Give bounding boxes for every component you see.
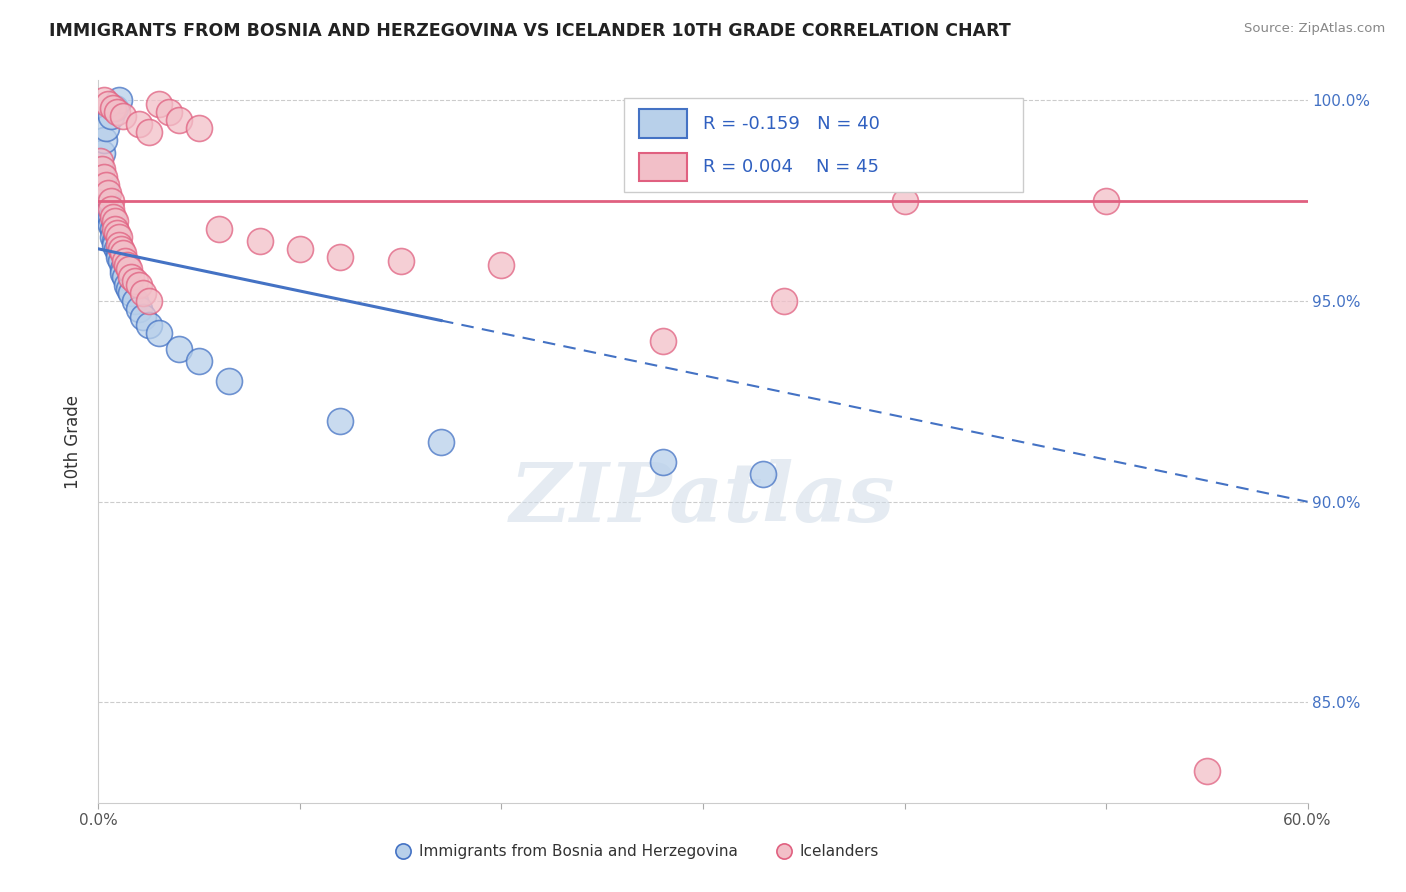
- Point: [651, 455, 673, 469]
- Point: [91, 174, 114, 188]
- Point: [752, 467, 775, 481]
- FancyBboxPatch shape: [638, 109, 688, 138]
- Point: [138, 294, 160, 309]
- Point: [103, 101, 125, 115]
- Point: [96, 121, 118, 136]
- Point: [100, 210, 122, 224]
- Point: [101, 210, 124, 224]
- Point: [93, 93, 115, 107]
- Point: [100, 194, 122, 208]
- Point: [1195, 764, 1218, 778]
- Point: [89, 153, 111, 168]
- Point: [430, 434, 453, 449]
- Point: [491, 258, 513, 272]
- Point: [120, 286, 142, 301]
- Point: [167, 343, 190, 357]
- FancyBboxPatch shape: [638, 153, 688, 181]
- Point: [105, 105, 128, 120]
- Point: [97, 97, 120, 112]
- Point: [157, 105, 180, 120]
- Point: [128, 117, 150, 131]
- Point: [132, 286, 155, 301]
- Point: [97, 186, 120, 200]
- Point: [1095, 194, 1118, 208]
- Point: [110, 254, 132, 268]
- Point: [132, 310, 155, 325]
- Point: [118, 262, 141, 277]
- Point: [893, 194, 915, 208]
- Point: [107, 250, 129, 264]
- Point: [772, 294, 794, 309]
- Point: [107, 246, 129, 260]
- Point: [111, 266, 134, 280]
- Point: [100, 109, 122, 123]
- Point: [105, 226, 128, 240]
- Point: [103, 238, 125, 252]
- FancyBboxPatch shape: [624, 98, 1024, 193]
- Point: [188, 121, 211, 136]
- Point: [167, 113, 190, 128]
- Point: [100, 202, 122, 216]
- Point: [96, 190, 118, 204]
- Point: [208, 222, 231, 236]
- Point: [138, 125, 160, 139]
- Point: [389, 254, 412, 268]
- Point: [101, 230, 124, 244]
- Point: [97, 206, 120, 220]
- Point: [111, 262, 134, 277]
- Text: R = -0.159   N = 40: R = -0.159 N = 40: [703, 115, 880, 133]
- Point: [114, 254, 136, 268]
- Point: [103, 222, 125, 236]
- Text: Immigrants from Bosnia and Herzegovina: Immigrants from Bosnia and Herzegovina: [419, 844, 738, 859]
- Point: [96, 178, 118, 192]
- Point: [288, 242, 311, 256]
- Point: [115, 258, 138, 272]
- Point: [218, 374, 240, 388]
- Point: [107, 93, 129, 107]
- Text: Icelanders: Icelanders: [800, 844, 879, 859]
- Point: [97, 197, 120, 211]
- Point: [111, 109, 134, 123]
- Point: [103, 213, 125, 227]
- Point: [107, 230, 129, 244]
- Point: [148, 97, 170, 112]
- Point: [91, 145, 114, 160]
- Point: [103, 234, 125, 248]
- Point: [249, 234, 271, 248]
- Point: [329, 250, 352, 264]
- Point: [105, 242, 128, 256]
- Point: [148, 326, 170, 341]
- Point: [115, 278, 138, 293]
- Point: [101, 222, 124, 236]
- Point: [128, 278, 150, 293]
- Point: [93, 169, 115, 184]
- Point: [93, 133, 115, 147]
- Point: [100, 218, 122, 232]
- Point: [329, 414, 352, 428]
- Point: [128, 301, 150, 317]
- Point: [110, 242, 132, 256]
- Text: R = 0.004    N = 45: R = 0.004 N = 45: [703, 158, 879, 176]
- Point: [118, 282, 141, 296]
- Text: IMMIGRANTS FROM BOSNIA AND HERZEGOVINA VS ICELANDER 10TH GRADE CORRELATION CHART: IMMIGRANTS FROM BOSNIA AND HERZEGOVINA V…: [49, 22, 1011, 40]
- Point: [114, 270, 136, 285]
- Point: [120, 270, 142, 285]
- Text: ZIPatlas: ZIPatlas: [510, 459, 896, 540]
- Point: [138, 318, 160, 333]
- Y-axis label: 10th Grade: 10th Grade: [65, 394, 83, 489]
- Point: [651, 334, 673, 349]
- Point: [107, 238, 129, 252]
- Point: [111, 246, 134, 260]
- Point: [101, 101, 124, 115]
- Point: [93, 181, 115, 195]
- Text: Source: ZipAtlas.com: Source: ZipAtlas.com: [1244, 22, 1385, 36]
- Point: [124, 274, 146, 288]
- Point: [124, 294, 146, 309]
- Point: [91, 161, 114, 176]
- Point: [188, 354, 211, 368]
- Point: [89, 161, 111, 176]
